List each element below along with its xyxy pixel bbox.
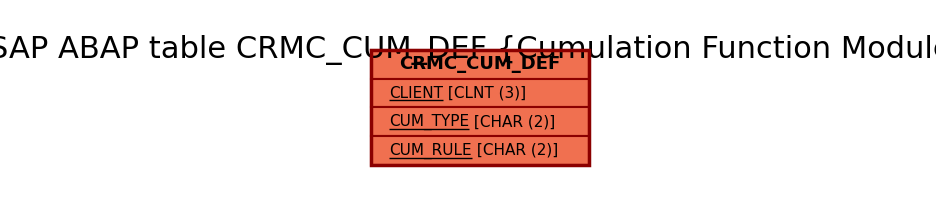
Text: [CHAR (2)]: [CHAR (2)] xyxy=(472,143,558,158)
Text: CLIENT: CLIENT xyxy=(389,86,443,100)
Text: [CHAR (2)]: [CHAR (2)] xyxy=(469,114,555,129)
Text: [CLNT (3)]: [CLNT (3)] xyxy=(443,86,526,100)
Text: CUM_TYPE: CUM_TYPE xyxy=(389,114,469,130)
Text: CUM_TYPE [CHAR (2)]: CUM_TYPE [CHAR (2)] xyxy=(389,114,555,130)
Text: CRMC_CUM_DEF: CRMC_CUM_DEF xyxy=(399,55,561,73)
Bar xyxy=(371,50,589,165)
Bar xyxy=(371,50,589,79)
Text: CUM_RULE [CHAR (2)]: CUM_RULE [CHAR (2)] xyxy=(389,142,558,159)
Bar xyxy=(371,107,589,136)
Bar xyxy=(371,79,589,107)
Text: SAP ABAP table CRMC_CUM_DEF {Cumulation Function Module}: SAP ABAP table CRMC_CUM_DEF {Cumulation … xyxy=(0,35,936,65)
Bar xyxy=(371,136,589,165)
Text: CUM_RULE: CUM_RULE xyxy=(389,142,472,159)
Text: CLIENT [CLNT (3)]: CLIENT [CLNT (3)] xyxy=(389,86,526,100)
